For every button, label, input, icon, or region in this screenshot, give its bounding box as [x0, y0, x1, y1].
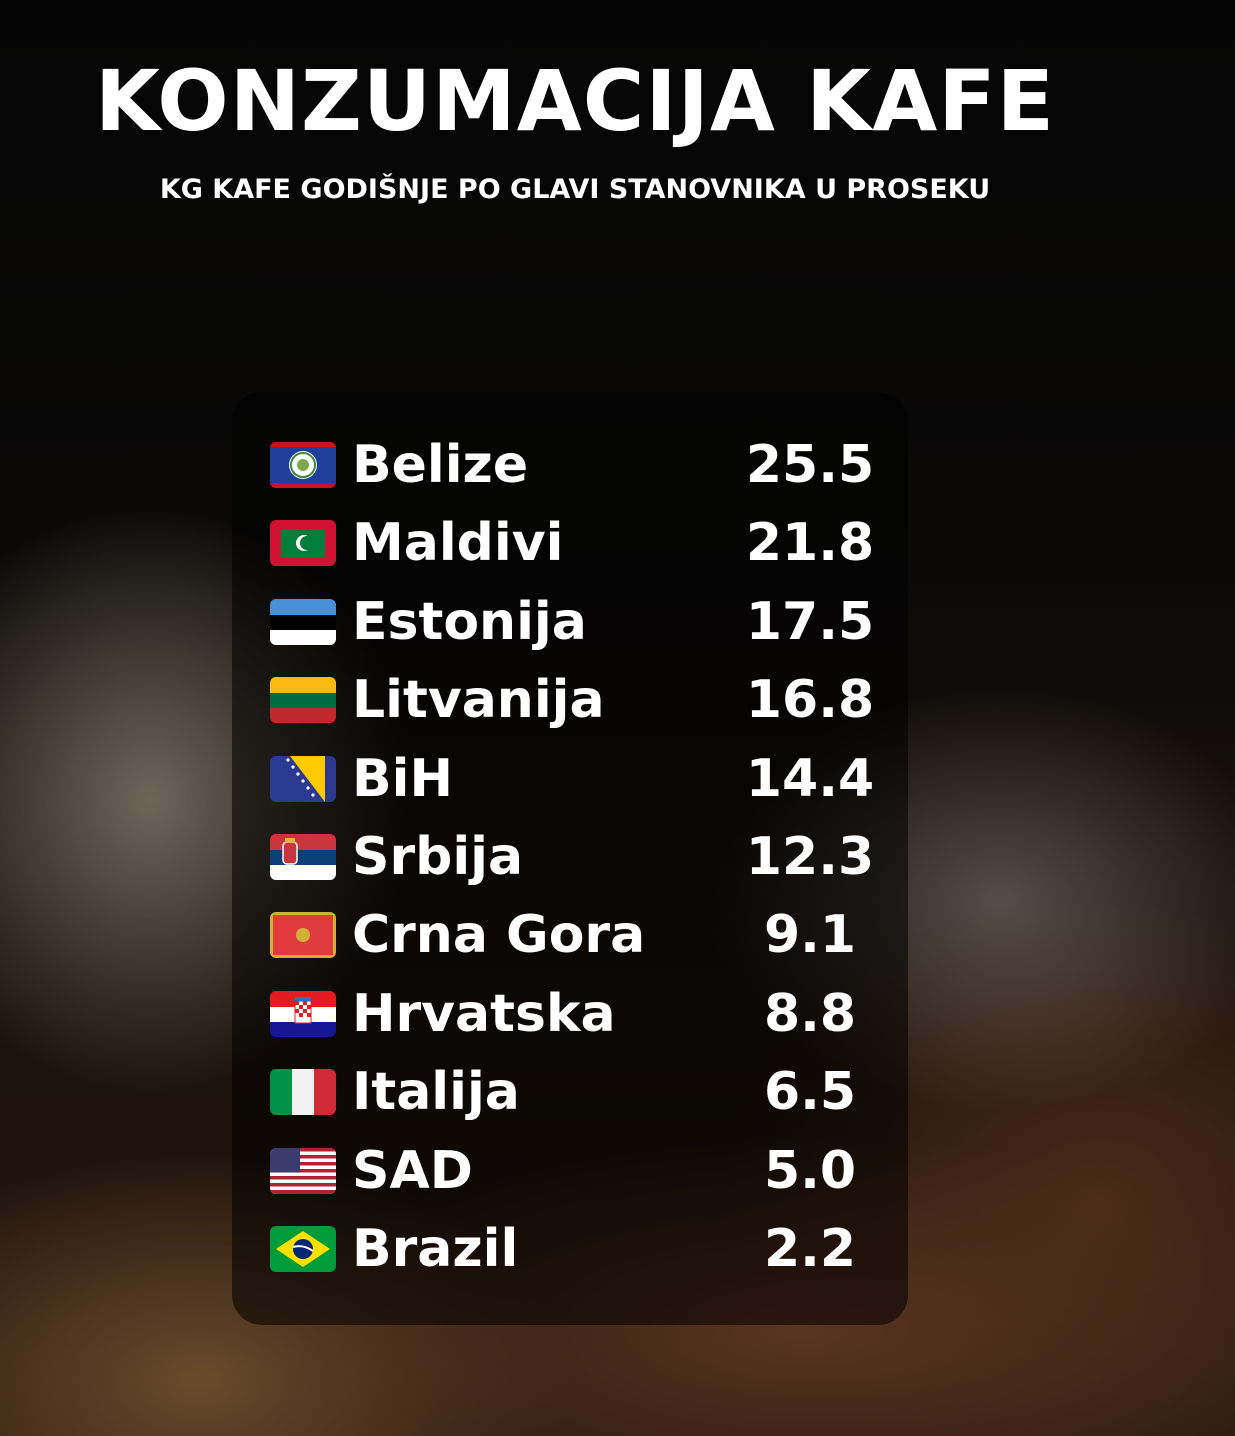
table-row: Srbija 12.3: [270, 826, 890, 887]
table-row: Estonija 17.5: [270, 591, 890, 652]
maldives-flag-icon: [270, 520, 336, 567]
lithuania-flag-icon: [270, 677, 336, 724]
table-row: Crna Gora 9.1: [270, 904, 890, 966]
ranking-panel: [232, 392, 908, 1325]
consumption-value: 12.3: [745, 827, 875, 887]
montenegro-flag-icon: [270, 912, 336, 959]
table-row: Litvanija 16.8: [270, 669, 890, 731]
consumption-value: 14.4: [745, 748, 875, 809]
belize-flag-icon: [270, 442, 336, 488]
table-row: Belize 25.5: [270, 434, 890, 495]
country-name: Belize: [352, 435, 529, 495]
country-name: Italija: [352, 1062, 520, 1123]
country-name: Brazil: [352, 1219, 519, 1279]
country-name: SAD: [352, 1140, 473, 1201]
consumption-value: 16.8: [745, 670, 875, 731]
country-name: Crna Gora: [352, 905, 646, 966]
table-row: Hrvatska 8.8: [270, 983, 890, 1044]
country-name: Hrvatska: [352, 983, 616, 1044]
table-row: Brazil 2.2: [270, 1218, 890, 1279]
consumption-value: 6.5: [763, 1062, 857, 1123]
brazil-flag-icon: [270, 1226, 336, 1272]
consumption-value: 8.8: [763, 983, 857, 1044]
italy-flag-icon: [270, 1069, 336, 1116]
consumption-value: 9.1: [763, 905, 857, 966]
table-row: SAD 5.0: [270, 1140, 890, 1201]
country-name: Estonija: [352, 591, 587, 652]
country-name: Litvanija: [352, 670, 605, 731]
table-row: Italija 6.5: [270, 1061, 890, 1123]
serbia-flag-icon: [270, 834, 336, 880]
consumption-value: 25.5: [745, 435, 875, 495]
table-row: BiH 14.4: [270, 748, 890, 809]
page-title: KONZUMACIJA KAFE: [94, 52, 1055, 150]
estonia-flag-icon: [270, 598, 336, 645]
consumption-value: 21.8: [745, 513, 875, 574]
country-name: BiH: [352, 748, 453, 809]
consumption-value: 5.0: [763, 1140, 857, 1201]
croatia-flag-icon: [270, 990, 336, 1037]
consumption-value: 2.2: [763, 1219, 857, 1279]
table-row: Maldivi 21.8: [270, 512, 890, 574]
country-name: Srbija: [352, 827, 524, 887]
page-subtitle: KG KAFE GODIŠNJE PO GLAVI STANOVNIKA U P…: [159, 174, 991, 205]
bosnia-flag-icon: [270, 755, 336, 802]
country-name: Maldivi: [352, 513, 564, 574]
usa-flag-icon: [270, 1147, 336, 1194]
consumption-value: 17.5: [745, 591, 875, 652]
